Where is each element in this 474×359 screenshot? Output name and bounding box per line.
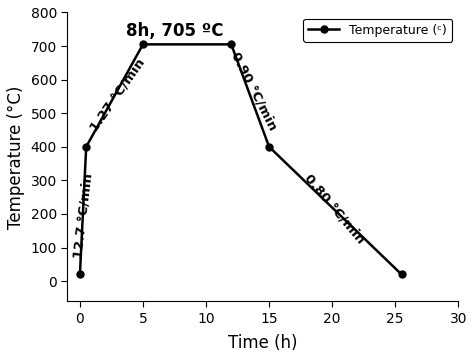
Legend: Temperature (ᶜ): Temperature (ᶜ) — [303, 19, 452, 42]
Temperature (ᶜ) — [228, 42, 234, 47]
Temperature (ᶜ) — [83, 145, 89, 149]
X-axis label: Time (h): Time (h) — [228, 334, 298, 352]
Temperature (ᶜ) — [77, 272, 83, 276]
Temperature (ᶜ) — [399, 272, 404, 276]
Text: 0.80 °C/min: 0.80 °C/min — [302, 172, 367, 246]
Text: 12.7 °C/min: 12.7 °C/min — [72, 172, 95, 259]
Line: Temperature (ᶜ): Temperature (ᶜ) — [76, 41, 405, 278]
Text: 0.90 °C/min: 0.90 °C/min — [228, 50, 279, 133]
Y-axis label: Temperature (°C): Temperature (°C) — [7, 85, 25, 229]
Temperature (ᶜ) — [140, 42, 146, 47]
Temperature (ᶜ) — [266, 145, 272, 149]
Text: 8h, 705 ºC: 8h, 705 ºC — [126, 22, 223, 40]
Text: 1.27 °C/min: 1.27 °C/min — [88, 56, 148, 134]
